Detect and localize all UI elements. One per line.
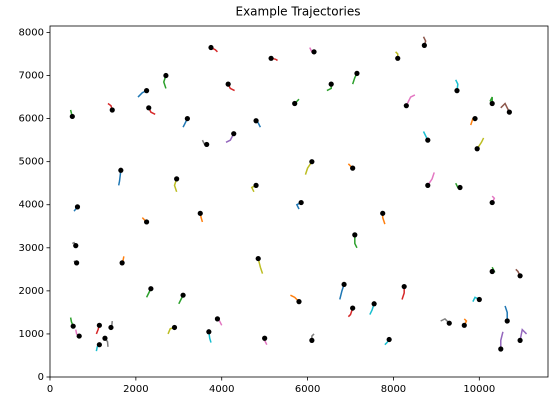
endpoint xyxy=(489,199,495,206)
x-tick-label: 10000 xyxy=(463,384,495,395)
endpoint xyxy=(328,81,334,87)
endpoint xyxy=(268,55,274,61)
endpoint xyxy=(118,167,124,173)
endpoint xyxy=(184,115,190,122)
endpoint xyxy=(119,260,125,266)
x-tick-label: 2000 xyxy=(123,384,148,395)
endpoint xyxy=(108,324,114,331)
trajectory xyxy=(257,258,264,274)
endpoint xyxy=(180,292,186,298)
endpoint xyxy=(489,100,495,107)
trajectory xyxy=(500,331,504,350)
endpoint xyxy=(403,103,409,109)
endpoint xyxy=(421,42,427,48)
endpoint xyxy=(292,100,298,107)
endpoint xyxy=(352,232,358,238)
endpoint xyxy=(143,219,150,225)
endpoint xyxy=(341,281,347,288)
endpoint xyxy=(197,210,203,216)
endpoint xyxy=(380,210,386,216)
trajectory xyxy=(117,170,122,186)
trajectory xyxy=(500,102,511,113)
endpoint xyxy=(457,184,463,191)
y-tick-label: 6000 xyxy=(19,114,44,125)
endpoint xyxy=(425,137,431,143)
endpoint xyxy=(96,342,102,348)
y-tick-label: 4000 xyxy=(19,200,44,211)
y-tick-label: 5000 xyxy=(19,157,44,168)
endpoint xyxy=(171,324,178,331)
endpoint xyxy=(350,305,356,311)
trajectory xyxy=(519,328,528,341)
endpoint xyxy=(208,44,214,51)
endpoint xyxy=(225,81,231,87)
endpoint xyxy=(255,255,261,262)
endpoint xyxy=(214,316,221,322)
endpoint xyxy=(253,118,259,124)
endpoint xyxy=(446,320,452,326)
endpoint xyxy=(425,182,431,188)
endpoint xyxy=(74,260,80,266)
endpoint xyxy=(253,182,259,188)
chart-title: Example Trajectories xyxy=(236,5,361,19)
endpoint xyxy=(109,107,115,113)
plot-frame xyxy=(49,25,549,378)
endpoint xyxy=(102,335,108,341)
trajectory xyxy=(354,234,358,249)
endpoint xyxy=(489,268,495,275)
y-tick-label: 8000 xyxy=(19,27,44,38)
endpoint xyxy=(69,113,75,120)
endpoint xyxy=(298,199,304,206)
endpoint xyxy=(311,49,317,55)
y-tick-label: 2000 xyxy=(19,286,44,297)
endpoint xyxy=(309,337,315,343)
endpoint xyxy=(206,329,212,335)
endpoint xyxy=(76,333,82,339)
y-tick-label: 1000 xyxy=(19,329,44,340)
y-tick-label: 0 xyxy=(38,372,44,383)
endpoint xyxy=(461,322,467,328)
endpoint xyxy=(386,336,392,343)
endpoint xyxy=(504,318,510,324)
y-tick-label: 3000 xyxy=(19,243,44,254)
endpoint xyxy=(309,159,315,165)
trajectory xyxy=(405,94,416,107)
endpoint xyxy=(498,346,504,352)
endpoint xyxy=(517,337,523,343)
x-tick-label: 4000 xyxy=(209,384,234,395)
endpoint xyxy=(96,322,102,328)
y-tick-label: 7000 xyxy=(19,71,44,82)
endpoint xyxy=(506,109,512,115)
endpoint xyxy=(474,146,480,152)
endpoint xyxy=(371,301,377,307)
endpoint xyxy=(163,72,169,79)
endpoint xyxy=(148,286,154,292)
endpoint xyxy=(350,165,356,171)
endpoint xyxy=(74,204,81,210)
endpoint xyxy=(401,283,407,290)
endpoint xyxy=(517,273,523,279)
endpoint xyxy=(70,323,76,329)
endpoint xyxy=(454,88,460,94)
endpoint xyxy=(204,141,210,148)
endpoint xyxy=(174,176,180,182)
trajectory xyxy=(504,305,508,322)
endpoint xyxy=(146,105,152,111)
endpoint xyxy=(73,243,79,249)
x-tick-label: 8000 xyxy=(381,384,406,395)
endpoint xyxy=(262,335,268,341)
endpoint xyxy=(231,131,237,137)
endpoint xyxy=(143,88,150,94)
endpoint xyxy=(395,55,401,61)
x-tick-label: 6000 xyxy=(295,384,320,395)
endpoint xyxy=(354,70,360,76)
endpoint xyxy=(476,296,482,303)
x-tick-label: 0 xyxy=(47,384,53,395)
endpoint xyxy=(296,299,302,305)
endpoint xyxy=(472,115,478,122)
